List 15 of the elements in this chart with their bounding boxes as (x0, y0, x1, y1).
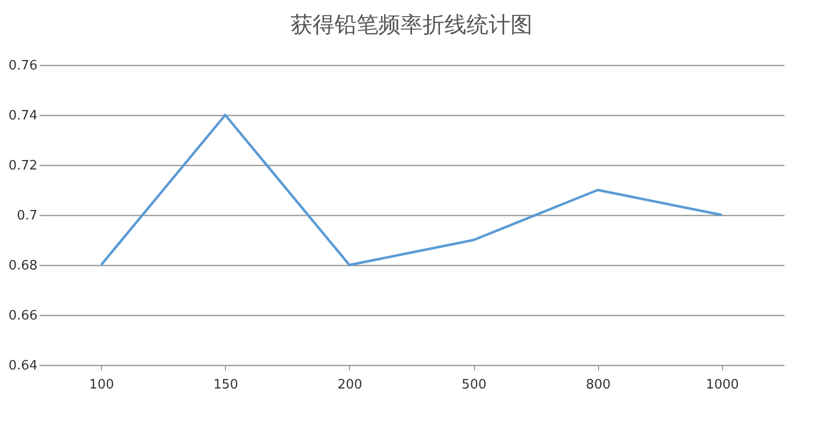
x-tick-label: 150 (213, 378, 238, 392)
y-tick-label: 0.72 (8, 158, 38, 174)
x-tick-label: 200 (338, 378, 362, 392)
y-tick-label: 0.76 (8, 58, 38, 74)
chart-title: 获得铅笔频率折线统计图 (290, 13, 532, 38)
x-tick-label: 500 (462, 378, 486, 392)
y-tick-label: 0.64 (8, 358, 38, 374)
x-tick-label: 100 (89, 378, 114, 392)
x-tick-label: 1000 (706, 378, 739, 392)
y-tick-label: 0.74 (8, 108, 38, 124)
y-tick-label: 0.7 (16, 208, 38, 224)
x-tick-label: 800 (586, 378, 611, 392)
y-tick-label: 0.68 (8, 258, 38, 274)
y-tick-label: 0.66 (8, 308, 38, 324)
line-series (100, 114, 724, 266)
